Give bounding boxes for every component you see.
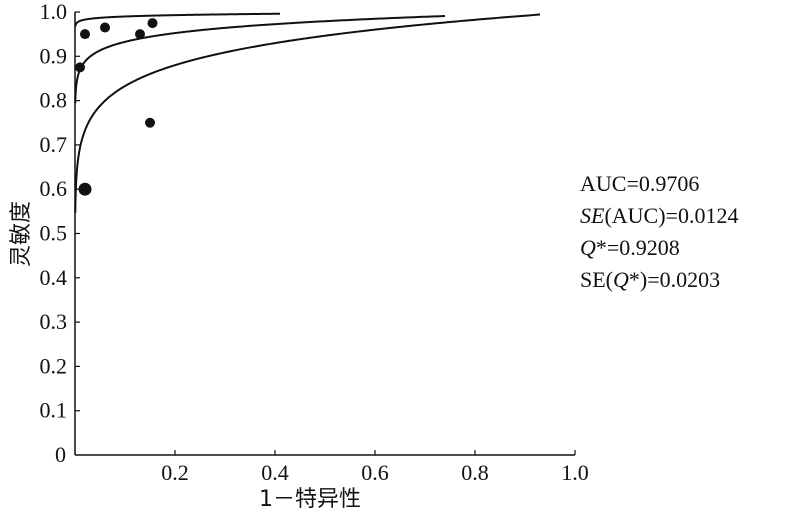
sroc-curve-2 <box>74 12 281 27</box>
y-axis-label: 灵敏度 <box>9 201 34 267</box>
sroc-curves <box>74 12 541 213</box>
se-auc-stat: SE(AUC)=0.0124 <box>580 203 739 228</box>
y-tick-label: 0.8 <box>40 88 68 113</box>
auc-stat: AUC=0.9706 <box>580 171 700 196</box>
x-tick-label: 1.0 <box>561 460 589 485</box>
x-tick-label: 0.2 <box>161 460 189 485</box>
x-ticks: 0.2 0.4 0.6 0.8 1.0 <box>161 450 589 485</box>
y-tick-label: 0.6 <box>40 176 68 201</box>
y-tick-label: 0.1 <box>40 398 68 423</box>
x-axis-label: 1－特异性 <box>259 487 361 512</box>
study-point <box>100 22 110 33</box>
x-tick-label: 0.8 <box>461 460 489 485</box>
y-tick-label: 1.0 <box>40 0 68 24</box>
y-tick-label: 0.7 <box>40 132 68 157</box>
se-q-star-stat: SE(Q*)=0.0203 <box>580 267 721 292</box>
study-point <box>135 29 145 40</box>
y-tick-label: 0.4 <box>40 265 68 290</box>
study-point <box>80 29 90 40</box>
sroc-curve-3 <box>74 13 541 213</box>
y-tick-label: 0.3 <box>40 309 68 334</box>
y-ticks: 0.1 0.2 0.3 0.4 0.5 0.6 0.7 0.8 0.9 1.0 <box>40 0 80 423</box>
q-star-stat: Q*=0.9208 <box>580 235 680 260</box>
x-tick-label: 0.6 <box>361 460 389 485</box>
y-tick-label: 0.5 <box>40 221 68 246</box>
y-tick-label: 0.9 <box>40 43 68 68</box>
origin-label: 0 <box>55 442 66 467</box>
study-point <box>75 62 85 73</box>
study-point <box>147 18 158 29</box>
study-points <box>75 18 158 196</box>
statistics-panel: AUC=0.9706 SE(AUC)=0.0124 Q*=0.9208 SE(Q… <box>580 168 738 296</box>
sroc-curve-1 <box>74 15 446 104</box>
study-point <box>78 182 92 196</box>
study-point <box>145 117 155 128</box>
y-tick-label: 0.2 <box>40 353 68 378</box>
x-tick-label: 0.4 <box>261 460 289 485</box>
